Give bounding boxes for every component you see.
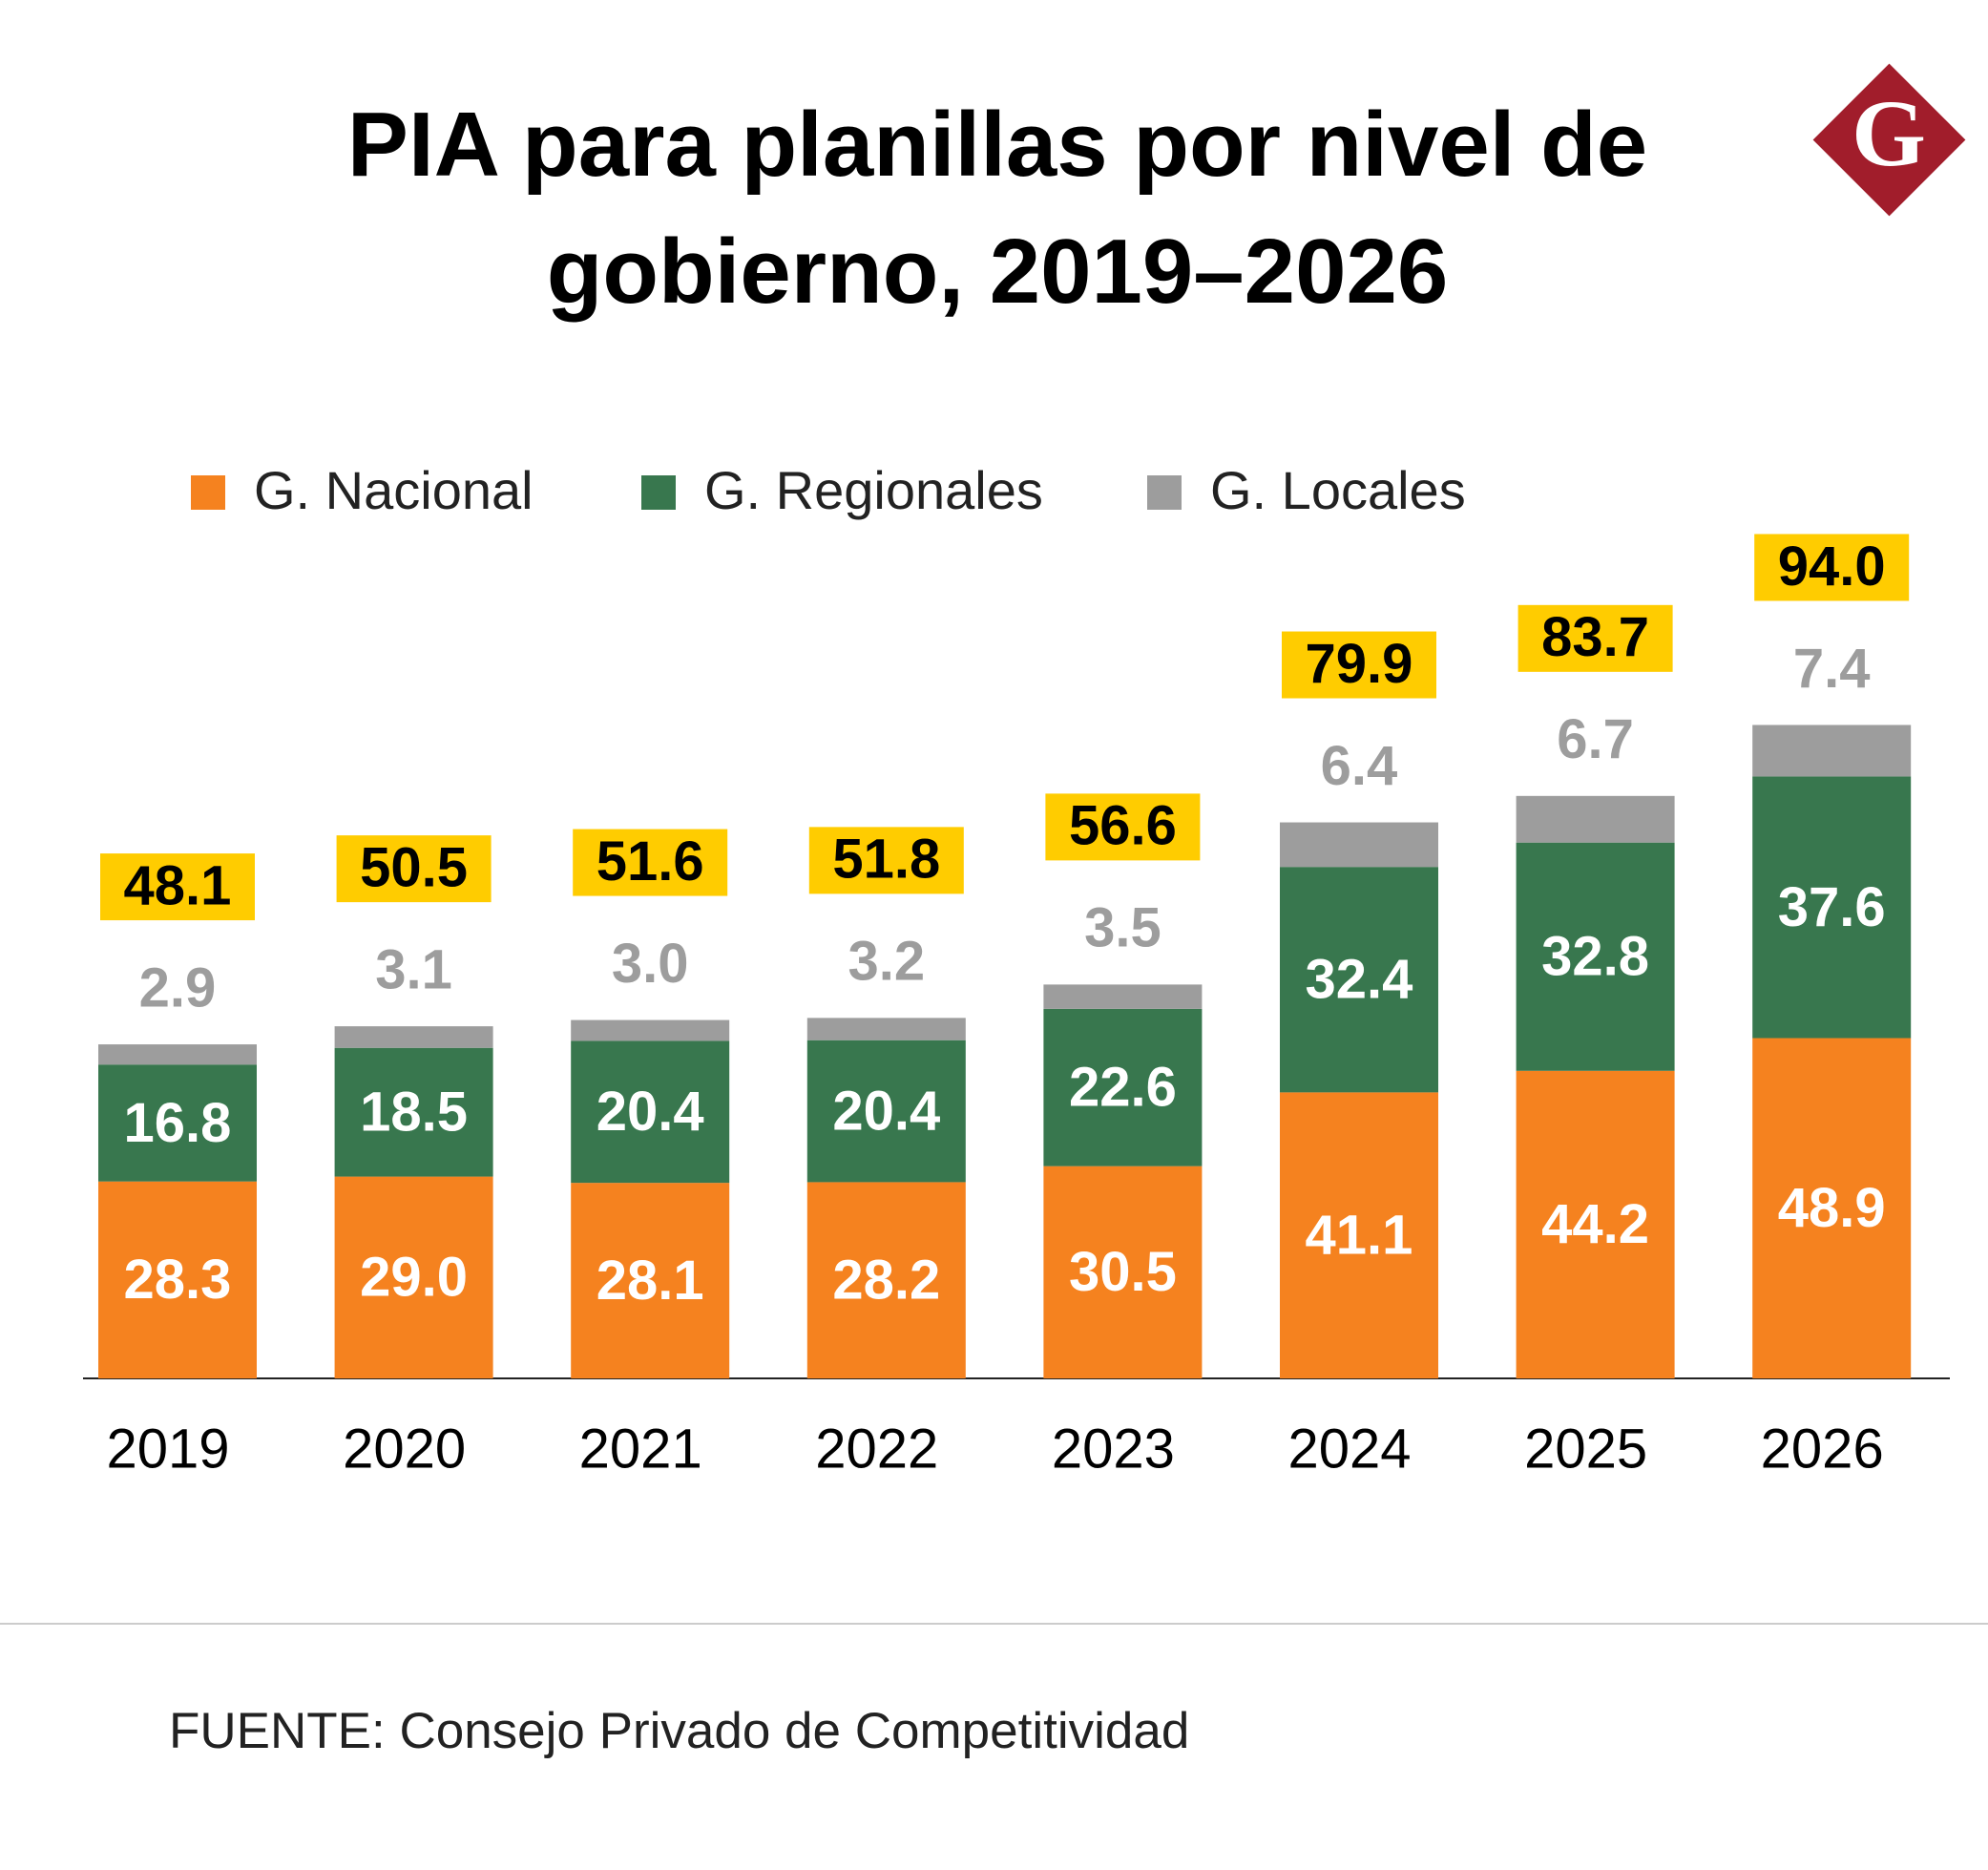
value-label: 44.2 (1541, 1193, 1649, 1255)
x-tick-label: 2024 (1287, 1418, 1411, 1480)
x-tick-label: 2025 (1524, 1418, 1647, 1480)
total-box (808, 827, 964, 894)
bar-segment (571, 1019, 730, 1041)
legend-swatch (191, 475, 225, 510)
total-label: 48.1 (124, 854, 232, 916)
bar-segment (98, 1044, 257, 1065)
x-tick-label: 2022 (815, 1418, 938, 1480)
value-label: 3.2 (848, 931, 925, 993)
value-label: 6.4 (1321, 735, 1398, 797)
total-box (1045, 793, 1201, 861)
bar-segment (334, 1047, 493, 1177)
bar-segment (334, 1176, 493, 1378)
value-label: 41.1 (1306, 1205, 1413, 1267)
value-label: 32.8 (1541, 926, 1649, 988)
value-label: 20.4 (832, 1080, 940, 1142)
x-tick-label: 2023 (1052, 1418, 1175, 1480)
legend-label: G. Regionales (704, 460, 1043, 520)
bar-segment (806, 1040, 966, 1183)
value-label: 28.1 (596, 1250, 704, 1312)
bar-segment (1752, 1038, 1912, 1378)
legend-label: G. Nacional (254, 460, 534, 520)
bar-segment (1280, 1092, 1438, 1378)
logo-letter: G (1852, 80, 1926, 186)
total-label: 83.7 (1541, 606, 1649, 668)
total-label: 79.9 (1306, 633, 1413, 695)
value-label: 3.5 (1084, 897, 1161, 959)
bar-segment (1043, 1008, 1203, 1166)
source: FUENTE: Consejo Privado de Competitivida… (169, 1703, 1189, 1759)
total-box (336, 835, 492, 903)
value-label: 18.5 (360, 1081, 468, 1143)
x-tick-label: 2020 (343, 1418, 466, 1480)
total-label: 51.6 (596, 830, 704, 893)
total-box (1517, 604, 1673, 672)
x-tick-label: 2026 (1761, 1418, 1884, 1480)
x-tick-label: 2021 (579, 1418, 702, 1480)
bar-segment (1516, 795, 1675, 843)
bar-segment (1752, 725, 1912, 777)
bar-segment (98, 1064, 257, 1182)
bar-segment (1752, 776, 1912, 1039)
value-label: 7.4 (1793, 638, 1871, 700)
bar-segment (1280, 867, 1438, 1093)
value-label: 6.7 (1557, 708, 1634, 770)
legend-label: G. Locales (1210, 460, 1466, 520)
value-label: 28.2 (832, 1250, 940, 1312)
value-label: 28.3 (124, 1249, 232, 1311)
bar-segment (806, 1182, 966, 1378)
total-box (100, 853, 255, 921)
bar-segment (1516, 1070, 1675, 1378)
value-label: 3.0 (612, 933, 689, 995)
bar-segment (334, 1026, 493, 1048)
bar-segment (571, 1183, 730, 1378)
bar-segment (806, 1018, 966, 1040)
value-label: 3.1 (375, 938, 452, 1000)
value-label: 16.8 (124, 1092, 232, 1154)
total-label: 94.0 (1778, 536, 1886, 598)
value-label: 29.0 (360, 1247, 468, 1309)
total-label: 50.5 (360, 836, 468, 898)
value-label: 37.6 (1778, 876, 1886, 938)
chart-title: PIA para planillas por nivel de gobierno… (346, 94, 1648, 323)
bar-segment (1280, 822, 1438, 868)
logo-diamond (1812, 63, 1966, 217)
legend-swatch (641, 475, 676, 510)
value-label: 2.9 (139, 956, 217, 1019)
bar-segment (1516, 842, 1675, 1071)
total-label: 56.6 (1069, 795, 1177, 857)
legend-swatch (1147, 475, 1182, 510)
value-label: 32.4 (1306, 949, 1413, 1011)
x-tick-label: 2019 (106, 1418, 229, 1480)
total-label: 51.8 (832, 829, 940, 891)
total-box (1754, 534, 1910, 601)
value-label: 22.6 (1069, 1057, 1177, 1119)
value-label: 20.4 (596, 1081, 704, 1143)
logo: G (1812, 63, 1966, 217)
value-label: 48.9 (1778, 1177, 1886, 1239)
total-box (1282, 631, 1436, 699)
bar-segment (571, 1040, 730, 1184)
total-box (573, 829, 728, 896)
bar-segment (1043, 984, 1203, 1009)
bar-segment (1043, 1166, 1203, 1378)
value-label: 30.5 (1069, 1241, 1177, 1303)
bar-segment (98, 1181, 257, 1378)
